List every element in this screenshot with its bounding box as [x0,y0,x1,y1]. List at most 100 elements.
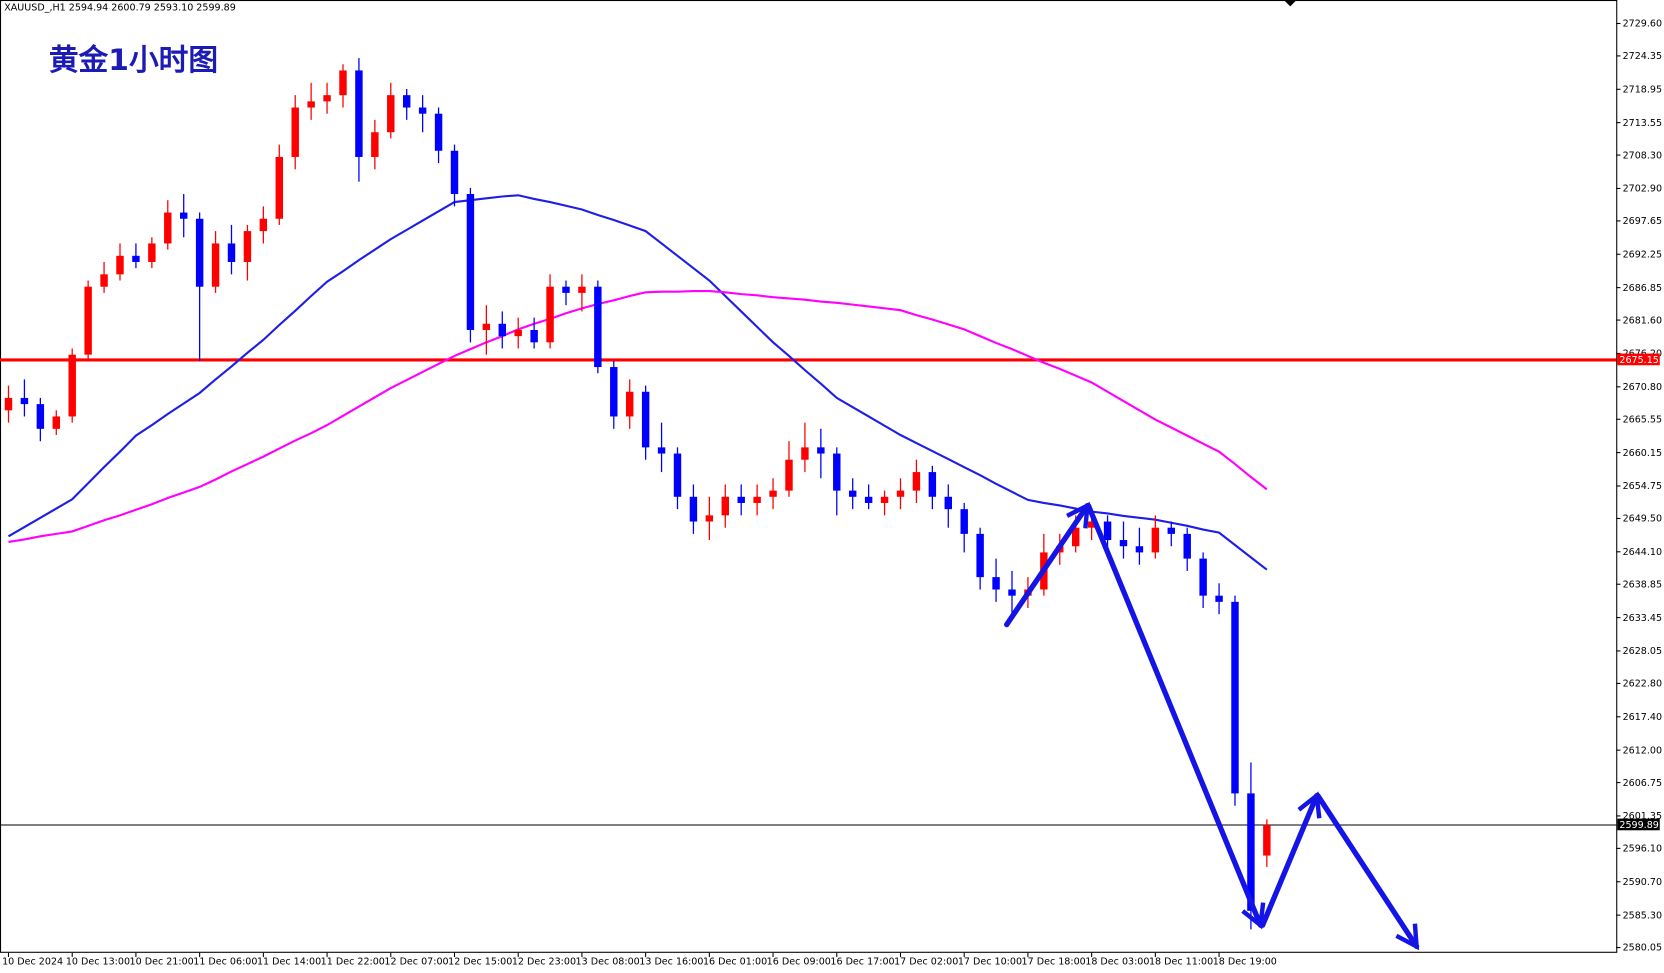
candle-body [339,70,347,96]
candle-body [52,416,60,429]
y-tick-label: 2702.90 [1623,184,1662,195]
y-tick-label: 2601.35 [1623,811,1662,822]
candle-body [1008,589,1016,596]
y-tick-label: 2596.10 [1623,844,1662,855]
candle-body [928,472,937,497]
candle-body [1167,527,1175,534]
arrow [1004,506,1091,628]
candle-body [36,404,45,429]
candle-body [944,496,952,510]
candle-body [960,509,968,534]
candle-body [148,243,156,262]
trend-arrows [1004,502,1420,947]
y-tick-label: 2638.85 [1623,579,1662,590]
level-label-box [1617,353,1660,366]
candle-body [450,150,459,195]
marker-triangle [1283,0,1297,7]
candle-body [164,212,172,244]
candle-body [68,354,76,417]
candle-body [546,286,554,343]
x-tick-label: 12 Dec 15:00 [448,957,512,968]
x-tick-label: 11 Dec 14:00 [257,957,321,968]
x-tick-label: 18 Dec 19:00 [1213,957,1277,968]
candle-body [721,496,729,516]
x-tick-label: 18 Dec 11:00 [1149,957,1213,968]
y-tick-label: 2692.25 [1623,249,1662,260]
candle-body [530,329,538,343]
x-tick-label: 11 Dec 22:00 [321,957,385,968]
y-tick-label: 2718.95 [1623,84,1662,95]
candle-body [785,459,793,491]
candle-body [594,286,602,368]
y-tick-label: 2713.55 [1623,118,1662,129]
candle-body [801,447,809,460]
candle-body [641,391,650,448]
level-label: 2599.89 [1619,820,1658,831]
level-label-box [1617,818,1660,831]
candle-body [657,447,666,454]
candle-body [562,286,570,293]
y-tick-label: 2670.80 [1623,382,1662,393]
candle-body [817,447,825,454]
ma-line [7,194,1268,571]
ma-line [8,289,1268,543]
candle-body [195,218,204,287]
x-tick-label: 16 Dec 09:00 [767,957,831,968]
candle-body [434,113,443,151]
candle-body [514,329,522,337]
y-tick-label: 2654.75 [1623,481,1662,492]
arrow [1259,796,1317,928]
candle-body [610,367,618,417]
candle-body [578,286,586,293]
y-tick-label: 2590.70 [1623,877,1662,888]
y-tick-label: 2585.30 [1623,910,1662,921]
candle-body [1151,527,1160,553]
x-tick-label: 10 Dec 2024 [2,957,63,968]
candle-body [769,490,777,497]
level-label: 2675.15 [1619,355,1658,366]
candle-body [179,212,188,219]
x-tick-label: 12 Dec 23:00 [512,957,576,968]
candle-body [753,496,761,503]
candle-body [100,274,108,287]
y-tick-label: 2628.05 [1623,646,1662,657]
y-tick-label: 2580.05 [1623,943,1662,954]
y-tick-label: 2644.10 [1623,547,1662,558]
y-tick-label: 2697.65 [1623,216,1662,227]
candle-body [84,286,92,355]
candle-body [912,472,921,491]
candle-body [1135,546,1144,553]
candle-body [355,70,363,157]
x-tick-label: 13 Dec 08:00 [576,957,640,968]
candle-body [737,496,745,503]
candle-body [1199,558,1207,596]
x-tick-label: 13 Dec 16:00 [639,957,703,968]
x-tick-label: 17 Dec 10:00 [958,957,1022,968]
candle-body [1103,521,1112,541]
candle-body [992,577,1000,590]
candle-body [418,107,427,114]
candle-body [673,453,682,497]
arrow [1315,792,1420,947]
y-tick-label: 2724.35 [1623,51,1662,62]
candle-body [1231,601,1239,794]
candle-body [976,533,984,578]
candle-body [705,515,714,522]
candle-body [880,496,889,503]
candle-body [1087,521,1096,528]
x-tick-label: 10 Dec 21:00 [130,957,194,968]
y-tick-label: 2612.00 [1623,745,1662,756]
candle-body [116,255,124,275]
candle-body [482,323,491,330]
candle-body [896,490,905,497]
y-tick-label: 2622.80 [1623,679,1662,690]
candle-body [848,490,857,497]
candle-body [132,255,140,262]
y-tick-label: 2660.15 [1623,448,1662,459]
candle-body [1071,527,1080,547]
candle-body [291,107,299,157]
candle-body [387,95,395,133]
arrow [1085,502,1260,926]
y-tick-label: 2617.40 [1623,712,1662,723]
